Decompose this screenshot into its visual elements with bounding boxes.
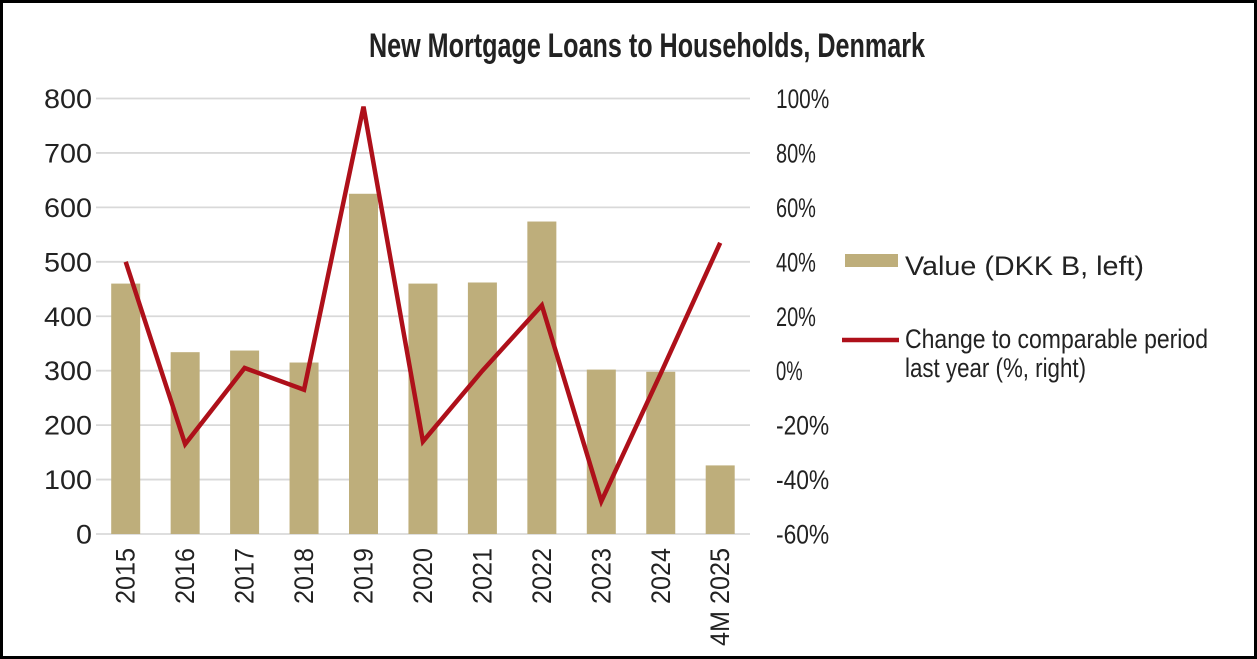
category-label-2023: 2023 bbox=[586, 548, 616, 604]
category-label-2021: 2021 bbox=[467, 548, 497, 604]
left-axis-tick-label: 600 bbox=[44, 193, 92, 223]
bar-series bbox=[111, 193, 735, 534]
category-label-2019: 2019 bbox=[349, 548, 379, 604]
category-axis-labels: 2015 2016 2017 2018 2019 2020 2021 2022 2023 2024… bbox=[111, 548, 736, 646]
category-label-2016: 2016 bbox=[170, 548, 200, 604]
category-label-2022: 2022 bbox=[527, 548, 557, 604]
bar-2023 bbox=[586, 369, 616, 534]
change-line bbox=[123, 106, 723, 508]
category-label-2015: 2015 bbox=[111, 548, 141, 604]
bar-2022 bbox=[527, 221, 557, 534]
left-axis-tick-label: 500 bbox=[44, 247, 92, 277]
left-axis-tick-label: 800 bbox=[44, 84, 92, 114]
chart-title: New Mortgage Loans to Households, Denmar… bbox=[369, 27, 925, 65]
left-axis-tick-label: 100 bbox=[44, 465, 92, 495]
legend: Value (DKK B, left) Change to comparable … bbox=[842, 251, 1208, 383]
legend-labels: Value (DKK B, left) Change to comparable … bbox=[905, 251, 1208, 383]
right-axis-tick-labels: 100% 80% 60% 40% 20% 0% -20% -40% -60% bbox=[776, 84, 829, 550]
right-axis-tick-label: 40% bbox=[776, 247, 816, 277]
right-axis-tick-label: 0% bbox=[776, 356, 803, 386]
category-label-2018: 2018 bbox=[289, 548, 319, 604]
mortgage-loans-chart: 800 700 600 500 400 300 200 100 0 100% 80% 60% 40% 2… bbox=[44, 27, 1208, 646]
legend-bar-swatch-icon bbox=[845, 254, 898, 267]
legend-label-change-series: last year (%, right) bbox=[905, 353, 1086, 383]
legend-label-change-series: Change to comparable period bbox=[905, 324, 1208, 354]
right-axis-tick-label: -40% bbox=[776, 465, 829, 495]
bar-2019 bbox=[349, 193, 378, 534]
category-label-4M-2025: 4M 2025 bbox=[705, 548, 735, 646]
category-label-2017: 2017 bbox=[230, 548, 260, 604]
left-axis-tick-label: 700 bbox=[44, 138, 92, 168]
right-axis-tick-label: 20% bbox=[776, 302, 816, 332]
right-axis-tick-label: -20% bbox=[776, 411, 829, 441]
right-axis-tick-label: 60% bbox=[776, 193, 816, 223]
left-axis-tick-label: 400 bbox=[44, 302, 92, 332]
bar-2021 bbox=[467, 282, 497, 534]
left-axis-tick-label: 300 bbox=[44, 356, 92, 386]
right-axis-tick-label: -60% bbox=[776, 520, 829, 550]
left-axis-tick-label: 200 bbox=[44, 411, 92, 441]
category-label-2020: 2020 bbox=[408, 548, 438, 604]
line-series bbox=[123, 106, 723, 508]
left-axis-tick-labels: 800 700 600 500 400 300 200 100 0 bbox=[44, 84, 92, 550]
right-axis-tick-label: 100% bbox=[776, 84, 829, 114]
bar-2020 bbox=[408, 283, 438, 534]
bar-4M 2025 bbox=[705, 465, 735, 534]
category-label-2024: 2024 bbox=[646, 548, 676, 604]
right-axis-tick-label: 80% bbox=[776, 138, 816, 168]
bar-2015 bbox=[111, 283, 141, 534]
legend-label-value-series: Value (DKK B, left) bbox=[905, 251, 1144, 281]
left-axis-tick-label: 0 bbox=[76, 520, 92, 550]
